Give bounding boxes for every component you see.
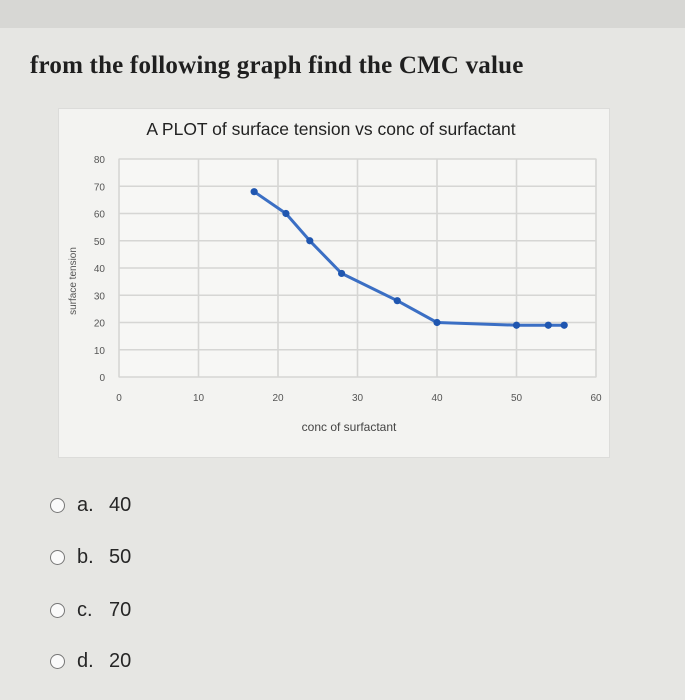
data-point: [250, 188, 258, 196]
y-tick-label: 60: [94, 210, 106, 221]
radio-button[interactable]: [50, 549, 65, 565]
option-letter: d.: [77, 649, 94, 672]
y-axis-label: surface tension: [68, 247, 79, 315]
y-tick-label: 0: [99, 373, 105, 384]
y-tick-label: 30: [94, 291, 106, 302]
y-tick-label: 20: [94, 319, 106, 330]
radio-button[interactable]: [50, 653, 65, 669]
option-letter: a.: [77, 493, 94, 516]
x-tick-label: 40: [431, 393, 443, 404]
option-value: 20: [109, 649, 132, 672]
chart: A PLOT of surface tension vs conc of sur…: [58, 108, 610, 458]
option-letter: b.: [77, 545, 94, 568]
radio-button[interactable]: [50, 497, 65, 513]
chart-title: A PLOT of surface tension vs conc of sur…: [146, 119, 515, 139]
data-point: [512, 321, 521, 329]
option-a[interactable]: a. 40: [50, 490, 190, 520]
data-point: [544, 321, 552, 329]
option-b[interactable]: b. 50: [50, 542, 190, 572]
option-letter: c.: [77, 598, 93, 621]
option-value: 70: [109, 598, 132, 621]
chart-svg: A PLOT of surface tension vs conc of sur…: [68, 119, 602, 434]
option-d[interactable]: d. 20: [50, 646, 190, 676]
data-point: [393, 297, 401, 305]
top-bar: [0, 0, 685, 28]
option-c[interactable]: c. 70: [50, 595, 190, 625]
x-tick-label: 0: [116, 393, 122, 404]
option-value: 40: [109, 493, 132, 516]
radio-button[interactable]: [50, 602, 65, 618]
x-tick-label: 10: [193, 393, 205, 404]
data-point: [338, 269, 346, 278]
y-tick-label: 80: [94, 155, 106, 166]
x-tick-label: 30: [352, 393, 364, 404]
y-tick-label: 10: [94, 346, 106, 357]
x-tick-label: 60: [590, 393, 602, 404]
data-point: [433, 318, 441, 327]
option-value: 50: [109, 545, 132, 568]
y-tick-label: 40: [94, 264, 106, 275]
y-tick-label: 50: [94, 237, 106, 248]
data-point: [282, 209, 290, 218]
x-tick-label: 50: [511, 393, 523, 404]
y-tick-label: 70: [94, 182, 106, 193]
x-tick-label: 20: [272, 393, 284, 404]
x-axis-label: conc of surfactant: [302, 420, 397, 434]
question-text: from the following graph find the CMC va…: [30, 52, 524, 79]
data-point: [560, 321, 568, 329]
data-point: [306, 237, 314, 245]
